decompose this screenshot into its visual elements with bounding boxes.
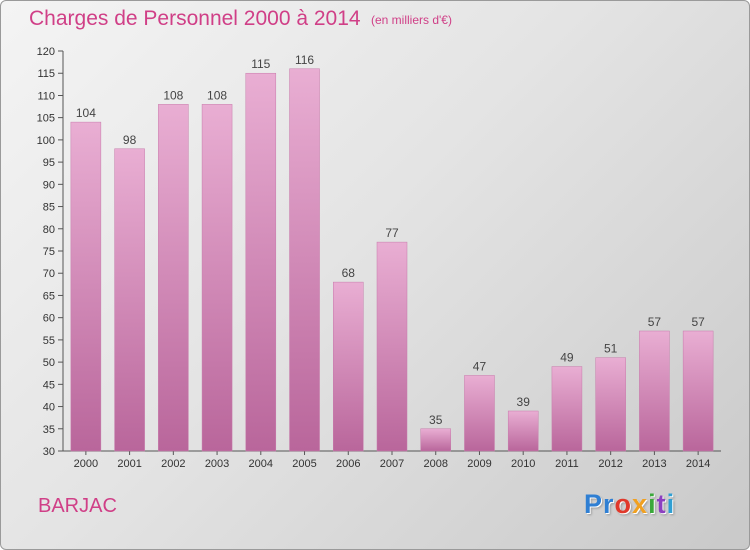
- bar-2005: [289, 68, 320, 452]
- bar-2014: [682, 330, 714, 452]
- y-tick-label: 65: [43, 290, 55, 302]
- proxiti-logo: Proxiti: [584, 489, 676, 519]
- bar-2007: [376, 241, 408, 452]
- bar-2000: [70, 121, 102, 452]
- town-name: BARJAC: [38, 495, 117, 517]
- y-tick-label: 50: [43, 357, 55, 369]
- x-tick-label-2004: 2004: [249, 458, 273, 470]
- x-tick-label-2005: 2005: [292, 458, 316, 470]
- y-tick-label: 80: [43, 224, 55, 236]
- bar-2003: [201, 104, 233, 452]
- data-labels-group: 104 98 108 108 115 116 68 77 35 47 39 49 51 57 57: [76, 53, 705, 427]
- bar-2004: [245, 72, 277, 452]
- value-label-2009: 47: [473, 359, 487, 373]
- y-tick-label: 90: [43, 179, 55, 191]
- value-label-2011: 49: [560, 351, 574, 365]
- value-label-2005: 116: [295, 53, 314, 67]
- y-tick-label: 85: [43, 202, 55, 214]
- value-label-2008: 35: [429, 413, 443, 427]
- y-tick-label: 35: [43, 424, 55, 436]
- y-tick-label: 115: [37, 68, 55, 80]
- x-tick-label-2000: 2000: [74, 458, 98, 470]
- x-tick-label-2011: 2011: [555, 458, 579, 470]
- bar-2006: [333, 281, 364, 452]
- value-label-2010: 39: [517, 395, 531, 409]
- bars-group: [70, 68, 714, 452]
- x-tick-label-2012: 2012: [598, 458, 622, 470]
- x-tick-label-2010: 2010: [511, 458, 535, 470]
- y-tick-label: 75: [43, 246, 55, 258]
- value-label-2006: 68: [342, 266, 356, 280]
- bar-2009: [464, 375, 495, 452]
- y-tick-label: 70: [43, 268, 55, 280]
- value-label-2007: 77: [385, 226, 399, 240]
- x-tick-label-2009: 2009: [467, 458, 491, 470]
- value-label-2013: 57: [648, 315, 662, 329]
- x-tick-label-2001: 2001: [117, 458, 141, 470]
- value-label-2002: 108: [163, 88, 183, 102]
- x-tick-label-2008: 2008: [423, 458, 447, 470]
- y-tick-label: 30: [43, 446, 55, 458]
- y-tick-label: 100: [37, 135, 55, 147]
- chart-title: Charges de Personnel 2000 à 2014: [29, 7, 361, 30]
- x-tick-label-2014: 2014: [686, 458, 710, 470]
- y-tick-label: 105: [37, 113, 55, 125]
- x-tick-label-2007: 2007: [380, 458, 404, 470]
- value-label-2012: 51: [604, 342, 618, 356]
- value-label-2001: 98: [123, 133, 137, 147]
- bar-2011: [551, 366, 583, 452]
- y-tick-label: 60: [43, 313, 55, 325]
- bar-2012: [595, 357, 626, 452]
- y-tick-label: 55: [43, 335, 55, 347]
- chart-subtitle: (en milliers d'€): [371, 13, 452, 27]
- y-tick-label: 45: [43, 379, 55, 391]
- y-tick-label: 110: [37, 90, 55, 102]
- x-tick-label-2013: 2013: [642, 458, 666, 470]
- y-axis: 30 35 40 45 50 55 60 65 70 75 80 85 90 95 100 105 110 115…: [37, 46, 64, 458]
- bar-2002: [158, 104, 189, 452]
- bar-2008: [420, 428, 451, 452]
- x-tick-label-2003: 2003: [205, 458, 229, 470]
- bar-2013: [639, 330, 670, 452]
- y-tick-label: 120: [37, 46, 55, 58]
- bar-2001: [114, 148, 145, 452]
- value-label-2004: 115: [251, 57, 270, 71]
- value-label-2003: 108: [207, 88, 227, 102]
- y-tick-label: 95: [43, 157, 55, 169]
- x-tick-label-2006: 2006: [336, 458, 360, 470]
- value-label-2014: 57: [691, 315, 705, 329]
- x-axis: 2000 2001 2002 2003 2004 2005 2006 2007 2008 2009…: [63, 450, 721, 470]
- bar-2010: [507, 410, 539, 452]
- value-label-2000: 104: [76, 106, 96, 120]
- y-tick-label: 40: [43, 402, 55, 414]
- x-tick-label-2002: 2002: [161, 458, 185, 470]
